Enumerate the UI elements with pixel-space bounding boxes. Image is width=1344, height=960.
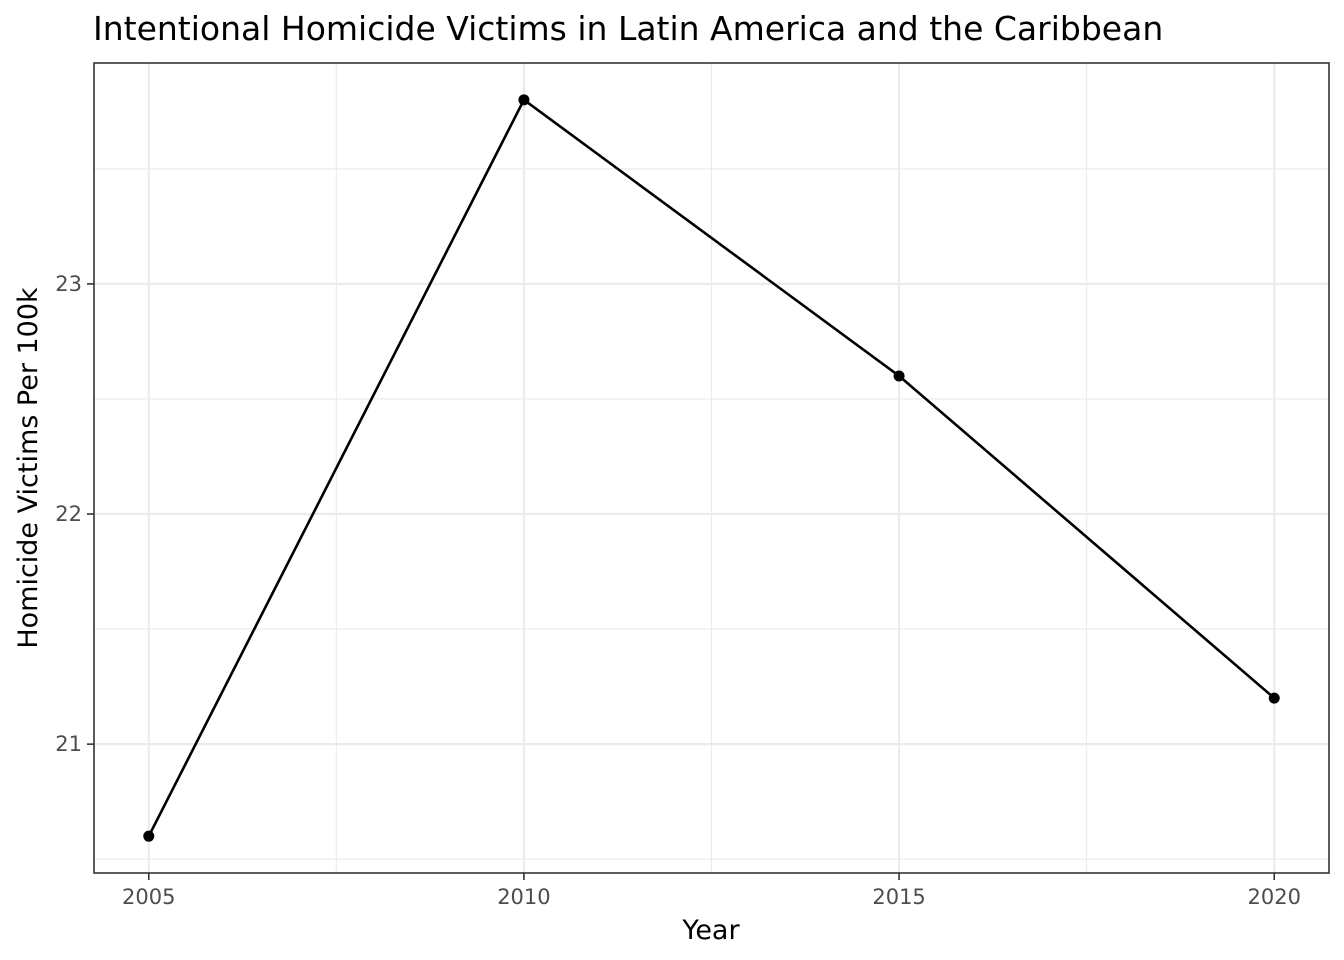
y-axis-title: Homicide Victims Per 100k	[13, 287, 44, 649]
x-tick-label: 2020	[1248, 885, 1301, 909]
x-tick-label: 2015	[872, 885, 925, 909]
series-line	[147, 97, 1276, 837]
major-gridlines	[94, 63, 1329, 873]
data-point-2005	[143, 830, 155, 842]
x-tick-label: 2005	[122, 885, 175, 909]
plot-panel-border	[93, 62, 1330, 874]
y-tick-label: 22	[55, 502, 82, 526]
y-axis-ticks: 21 22 23	[55, 272, 94, 756]
x-axis-ticks: 2005 2010 2015 2020	[122, 873, 1301, 909]
y-tick-label: 21	[55, 732, 82, 756]
series-layer	[143, 94, 1280, 842]
chart-title: Intentional Homicide Victims in Latin Am…	[93, 9, 1163, 48]
data-point-2010	[518, 94, 530, 106]
x-axis-title: Year	[681, 915, 740, 946]
y-tick-label: 23	[55, 272, 82, 296]
data-point-2020	[1268, 692, 1280, 704]
minor-gridlines	[94, 63, 1329, 873]
data-point-2015	[893, 370, 905, 382]
x-tick-label: 2010	[497, 885, 550, 909]
